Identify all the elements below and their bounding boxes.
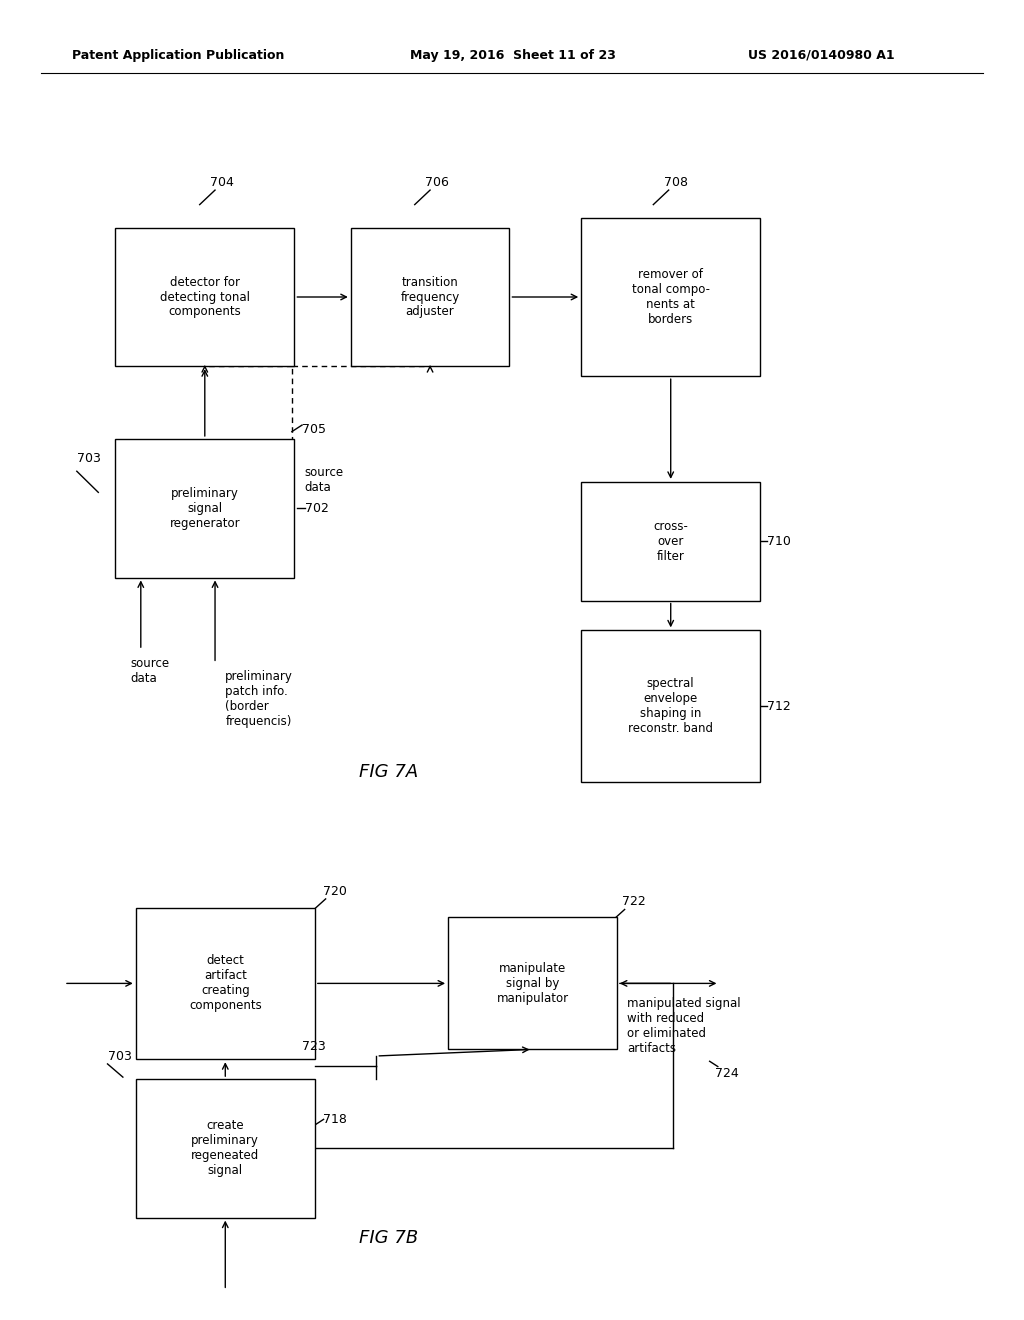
- Bar: [135, 908, 315, 1059]
- Text: 703: 703: [77, 451, 100, 465]
- Text: preliminary
signal
regenerator: preliminary signal regenerator: [170, 487, 240, 529]
- Text: 706: 706: [425, 176, 449, 189]
- Bar: [350, 227, 509, 366]
- Text: manipulated signal
with reduced
or eliminated
artifacts: manipulated signal with reduced or elimi…: [627, 997, 740, 1055]
- Text: 722: 722: [622, 895, 645, 908]
- Text: Patent Application Publication: Patent Application Publication: [72, 49, 284, 62]
- Text: 723: 723: [302, 1040, 326, 1053]
- Text: 712: 712: [767, 700, 791, 713]
- Text: detector for
detecting tonal
components: detector for detecting tonal components: [160, 276, 250, 318]
- Text: 708: 708: [664, 176, 687, 189]
- Text: manipulate
signal by
manipulator: manipulate signal by manipulator: [497, 962, 568, 1005]
- Text: spectral
envelope
shaping in
reconstr. band: spectral envelope shaping in reconstr. b…: [628, 677, 714, 735]
- Text: transition
frequency
adjuster: transition frequency adjuster: [400, 276, 460, 318]
- Text: remover of
tonal compo-
nents at
borders: remover of tonal compo- nents at borders: [632, 268, 710, 326]
- Bar: [116, 438, 295, 578]
- Text: cross-
over
filter: cross- over filter: [653, 520, 688, 562]
- Bar: [135, 1080, 315, 1217]
- Text: FIG 7A: FIG 7A: [359, 763, 419, 781]
- Text: 710: 710: [767, 535, 791, 548]
- Bar: [582, 630, 760, 781]
- Text: preliminary
patch info.
(border
frequencis): preliminary patch info. (border frequenc…: [225, 671, 293, 727]
- Bar: [116, 227, 295, 366]
- Bar: [449, 917, 616, 1049]
- Text: source
data: source data: [304, 466, 343, 494]
- Text: 703: 703: [108, 1049, 131, 1063]
- Text: create
preliminary
regeneated
signal: create preliminary regeneated signal: [191, 1119, 259, 1177]
- Text: 702: 702: [305, 502, 329, 515]
- Text: 705: 705: [302, 422, 326, 436]
- Text: May 19, 2016  Sheet 11 of 23: May 19, 2016 Sheet 11 of 23: [410, 49, 615, 62]
- Text: FIG 7B: FIG 7B: [359, 1229, 419, 1247]
- Text: 720: 720: [323, 884, 346, 898]
- Text: US 2016/0140980 A1: US 2016/0140980 A1: [748, 49, 894, 62]
- Text: 724: 724: [715, 1067, 738, 1080]
- Bar: [582, 218, 760, 376]
- Text: detect
artifact
creating
components: detect artifact creating components: [188, 954, 262, 1012]
- Text: 704: 704: [210, 176, 233, 189]
- Text: 718: 718: [323, 1113, 346, 1126]
- Bar: [582, 482, 760, 601]
- Text: source
data: source data: [131, 657, 170, 685]
